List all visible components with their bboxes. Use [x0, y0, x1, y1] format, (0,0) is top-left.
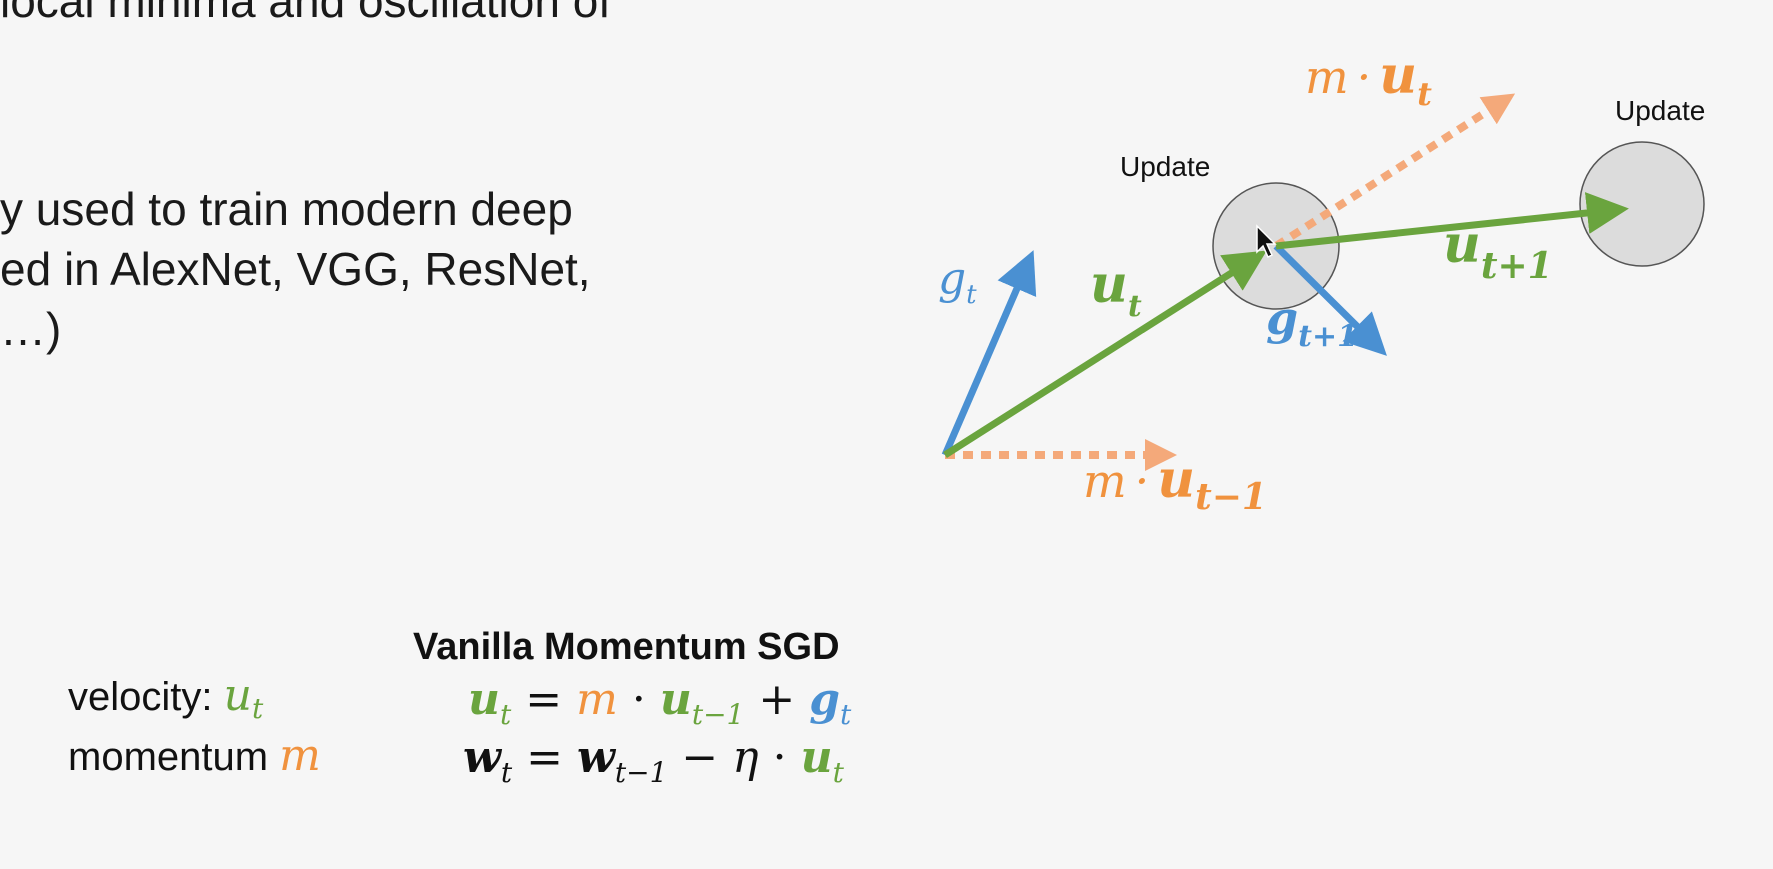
- g-t-arrow: [941, 250, 1037, 457]
- weight-update-equation: wt = wt−1 − η · ut: [463, 732, 844, 789]
- velocity-label: velocity:: [68, 675, 224, 719]
- mouse-cursor-icon: [1256, 224, 1277, 259]
- bullet-text-line-1: y used to train modern deep: [0, 183, 573, 235]
- u-t-arrow: [943, 250, 1267, 458]
- update-circle-2: [1579, 141, 1705, 267]
- velocity-legend: velocity: ut: [68, 670, 263, 725]
- label-m-u-t-minus-1: m · ut−1: [1083, 449, 1267, 518]
- sgd-title: Vanilla Momentum SGD: [413, 626, 840, 668]
- u-t-plus-1-arrow: [1275, 192, 1629, 250]
- m-u-t-arrow: [1273, 93, 1516, 250]
- momentum-label: momentum: [68, 735, 280, 779]
- velocity-symbol: ut: [223, 670, 264, 725]
- momentum-legend: momentum m: [68, 730, 321, 781]
- update-label-1: Update: [1120, 151, 1210, 182]
- label-g-t: gt: [938, 253, 977, 310]
- bullet-text-line-3: …): [0, 303, 62, 355]
- label-u-t: ut: [1090, 254, 1142, 324]
- bullet-text-line-2: ed in AlexNet, VGG, ResNet,: [0, 243, 591, 295]
- update-label-2: Update: [1615, 95, 1705, 126]
- label-m-u-t: m · ut: [1305, 45, 1432, 113]
- label-u-t-plus-1: ut+1: [1443, 214, 1553, 287]
- g-t-plus-1-arrow: [1273, 243, 1387, 356]
- label-g-t-plus-1: gt+1: [1266, 291, 1358, 354]
- velocity-update-equation: ut = m · ut−1 + gt: [468, 674, 852, 731]
- bullet-text-top: local minima and oscillation of: [0, 0, 612, 27]
- momentum-symbol: m: [279, 730, 321, 781]
